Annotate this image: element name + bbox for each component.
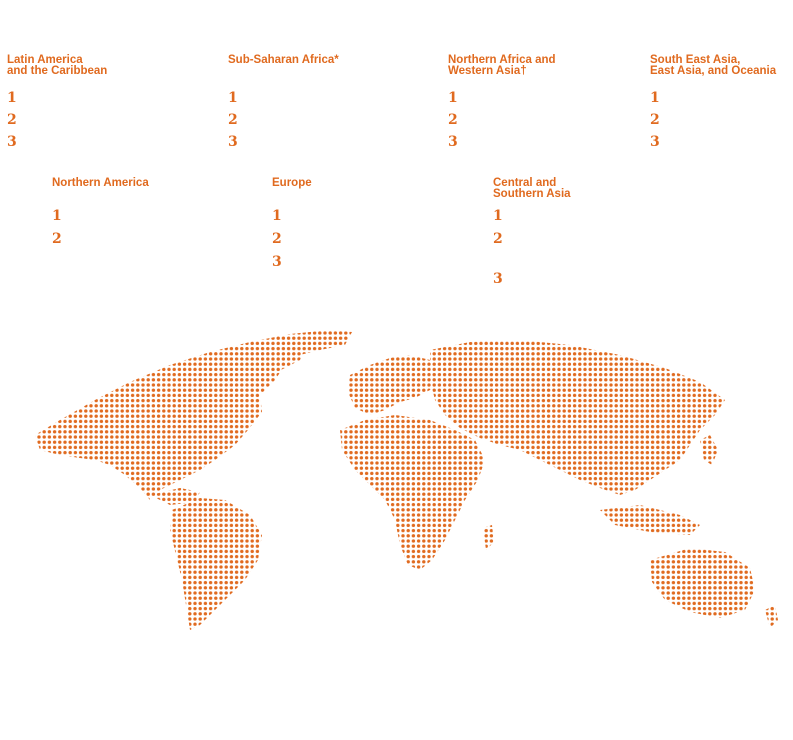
rank-1: 1 xyxy=(650,90,660,106)
region-title-northern-africa-western-asia: Northern Africa and Western Asia† xyxy=(448,54,556,77)
rank-2: 2 xyxy=(493,231,503,247)
rank-2: 2 xyxy=(52,231,62,247)
rank-2: 2 xyxy=(7,112,17,128)
rank-1: 1 xyxy=(448,90,458,106)
region-title-europe: Europe xyxy=(272,177,312,189)
rank-3: 3 xyxy=(228,134,238,150)
rank-3: 3 xyxy=(448,134,458,150)
rank-2: 2 xyxy=(228,112,238,128)
rank-1: 1 xyxy=(493,208,503,224)
rank-1: 1 xyxy=(52,208,62,224)
rank-3: 3 xyxy=(493,271,503,287)
region-title-se-asia-east-asia-oceania: South East Asia, East Asia, and Oceania xyxy=(650,54,777,77)
region-title-sub-saharan-africa: Sub-Saharan Africa* xyxy=(228,54,339,66)
rank-2: 2 xyxy=(650,112,660,128)
rank-2: 2 xyxy=(448,112,458,128)
rank-3: 3 xyxy=(650,134,660,150)
dotted-world-map-icon xyxy=(35,330,778,630)
rank-1: 1 xyxy=(228,90,238,106)
rank-1: 1 xyxy=(272,208,282,224)
rank-2: 2 xyxy=(272,231,282,247)
region-title-latin-america: Latin America and the Caribbean xyxy=(7,54,108,77)
rank-3: 3 xyxy=(272,254,282,270)
rank-3: 3 xyxy=(7,134,17,150)
region-title-northern-america: Northern America xyxy=(52,177,149,189)
rank-1: 1 xyxy=(7,90,17,106)
region-title-central-southern-asia: Central and Southern Asia xyxy=(493,177,571,200)
